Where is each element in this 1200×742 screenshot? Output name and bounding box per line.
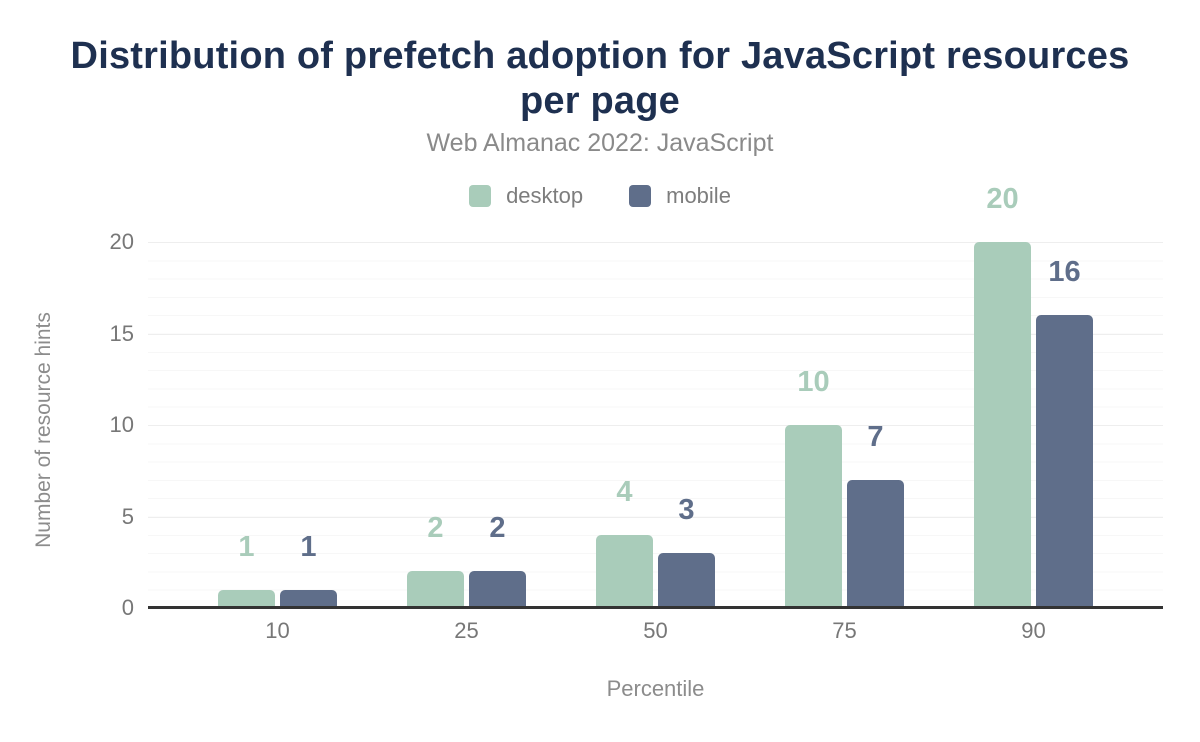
plot-area: 1 1 2 2 4 3 10 7 20 16: [148, 185, 1163, 608]
bar-groups: 1 1 2 2 4 3 10 7 20 16: [148, 185, 1163, 608]
legend-item-mobile[interactable]: mobile: [629, 183, 731, 209]
desktop-value-label-p25: 2: [427, 512, 444, 545]
mobile-value-label-p90: 16: [1048, 256, 1081, 289]
mobile-bar-p25[interactable]: 2: [469, 514, 526, 608]
bar-group-p90: 20 16: [939, 185, 1128, 608]
chart-subtitle: Web Almanac 2022: JavaScript: [426, 129, 774, 157]
y-tick-label: 15: [109, 320, 134, 346]
desktop-value-label-p75: 10: [797, 366, 830, 398]
desktop-value-label-p90: 20: [986, 183, 1019, 215]
legend-label: desktop: [506, 183, 584, 208]
mobile-value-label-p25: 2: [489, 512, 506, 545]
desktop-bar-p10[interactable]: 1: [218, 532, 275, 608]
y-tick-label: 5: [121, 503, 134, 529]
legend-item-desktop[interactable]: desktop: [469, 183, 583, 209]
x-tick-label-90: 90: [1021, 618, 1046, 643]
chart-title: Distribution of prefetch adoption for Ja…: [70, 35, 1130, 122]
desktop-bar-p25[interactable]: 2: [407, 514, 464, 608]
x-axis-title: Percentile: [606, 676, 705, 701]
mobile-bar-p10[interactable]: 1: [280, 532, 337, 608]
gridline-major: [148, 333, 1163, 335]
mobile-bar-p50[interactable]: 3: [658, 496, 715, 608]
desktop-bar-p50[interactable]: 4: [596, 477, 653, 608]
mobile-bar-p90[interactable]: 16: [1036, 258, 1093, 608]
legend: desktop mobile: [0, 183, 1200, 209]
y-tick-label: 20: [109, 229, 134, 254]
mobile-value-label-p10: 1: [300, 530, 317, 563]
bar-group-p75: 10 7: [750, 242, 939, 608]
mobile-value-label-p75: 7: [867, 420, 884, 453]
x-tick-label-50: 50: [643, 618, 668, 643]
gridline-major: [148, 242, 1163, 243]
mobile-bar-p75[interactable]: 7: [847, 422, 904, 608]
mobile-value-label-p50: 3: [678, 494, 695, 527]
x-axis-ticks: 10 25 50 75 90: [148, 618, 1163, 648]
desktop-bar-p75[interactable]: 10: [785, 368, 842, 608]
desktop-value-label-p50: 4: [616, 475, 633, 508]
legend-swatch-desktop: [469, 185, 492, 207]
x-tick-label-75: 75: [832, 618, 857, 643]
y-tick-label: 0: [121, 595, 134, 620]
x-tick-label-25: 25: [454, 618, 479, 643]
x-tick-label-10: 10: [265, 618, 290, 643]
y-tick-label: 10: [109, 412, 134, 437]
x-axis-line: [148, 606, 1163, 609]
legend-label: mobile: [666, 183, 731, 208]
desktop-bar-p90[interactable]: 20: [974, 185, 1031, 608]
desktop-value-label-p10: 1: [238, 530, 255, 563]
gridline-major: [148, 516, 1163, 518]
gridline-major: [148, 425, 1163, 426]
legend-swatch-mobile: [629, 185, 652, 207]
